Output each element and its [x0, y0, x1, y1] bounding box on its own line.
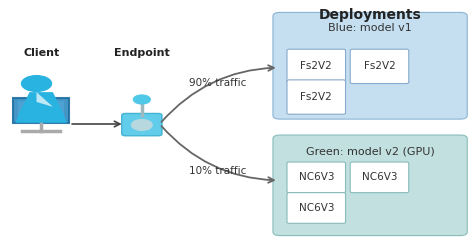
Text: Deployments: Deployments — [318, 7, 421, 22]
FancyBboxPatch shape — [122, 113, 162, 136]
Text: NC6V3: NC6V3 — [362, 172, 397, 182]
FancyBboxPatch shape — [273, 12, 467, 119]
Circle shape — [131, 120, 152, 130]
FancyBboxPatch shape — [287, 49, 346, 84]
FancyBboxPatch shape — [287, 193, 346, 223]
Text: Fs2V2: Fs2V2 — [300, 92, 332, 102]
FancyBboxPatch shape — [287, 80, 346, 114]
Text: Green: model v2 (GPU): Green: model v2 (GPU) — [306, 146, 434, 156]
Polygon shape — [37, 92, 53, 107]
Text: Endpoint: Endpoint — [114, 48, 170, 58]
FancyBboxPatch shape — [350, 49, 409, 84]
FancyBboxPatch shape — [273, 135, 467, 236]
FancyBboxPatch shape — [13, 98, 69, 123]
Text: Fs2V2: Fs2V2 — [300, 61, 332, 71]
Text: Blue: model v1: Blue: model v1 — [328, 24, 412, 33]
Text: Client: Client — [23, 48, 59, 58]
FancyBboxPatch shape — [18, 101, 64, 118]
Text: NC6V3: NC6V3 — [299, 172, 334, 182]
Text: Fs2V2: Fs2V2 — [364, 61, 395, 71]
FancyBboxPatch shape — [287, 162, 346, 193]
Text: 90% traffic: 90% traffic — [189, 78, 246, 89]
Text: NC6V3: NC6V3 — [299, 203, 334, 213]
Text: 10% traffic: 10% traffic — [189, 166, 246, 176]
FancyBboxPatch shape — [350, 162, 409, 193]
Circle shape — [133, 95, 150, 104]
Polygon shape — [16, 92, 67, 123]
Circle shape — [22, 76, 51, 91]
